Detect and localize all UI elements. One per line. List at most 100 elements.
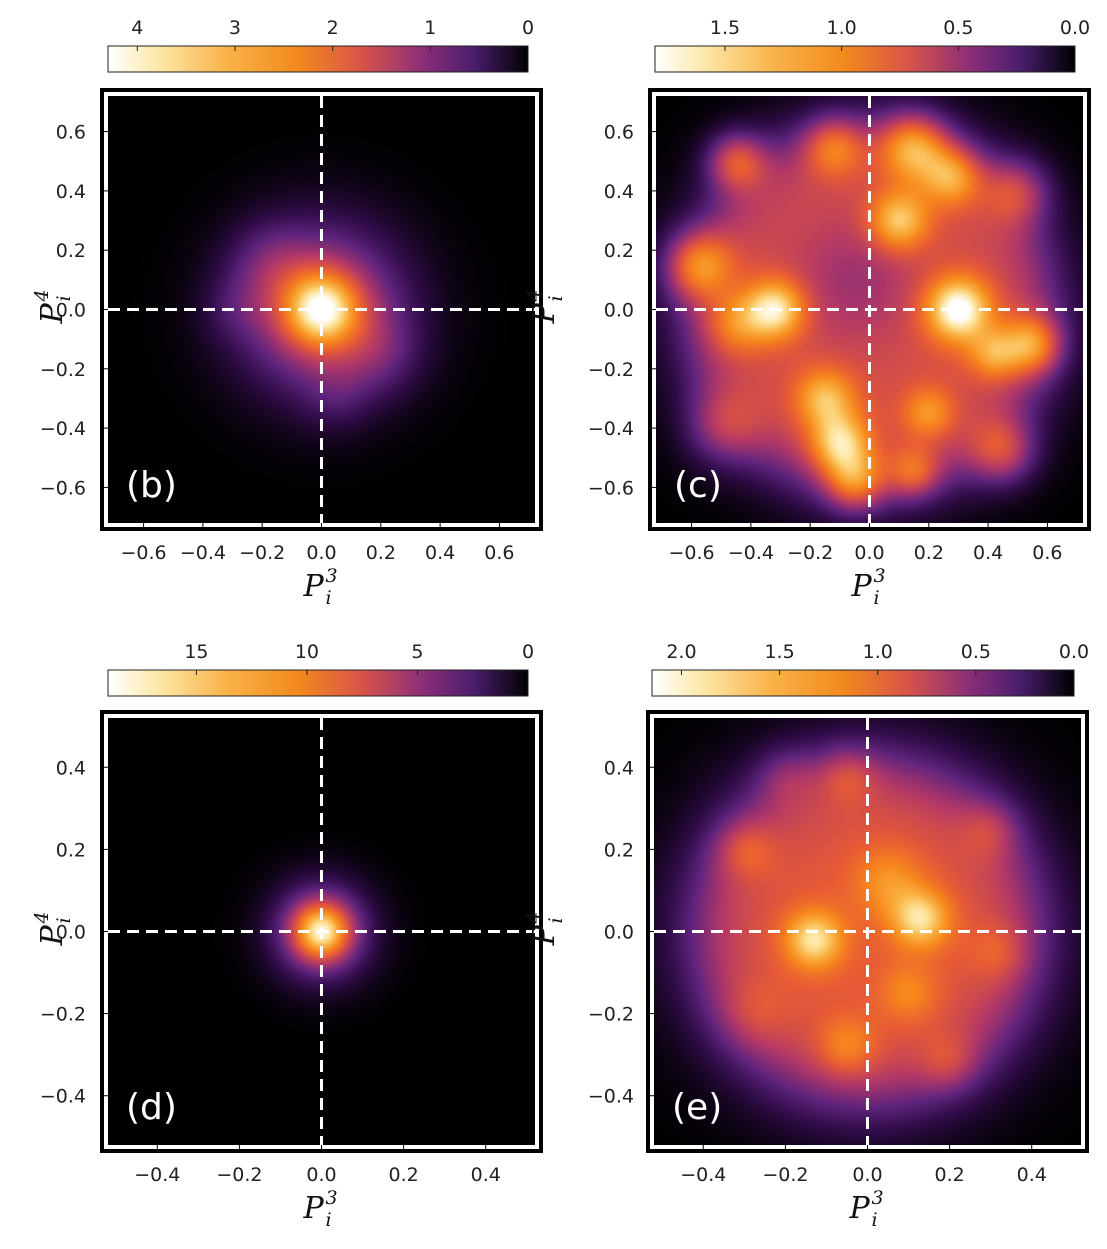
y-tick-label: −0.4	[588, 1086, 634, 1108]
y-tick-label: 0.6	[56, 122, 86, 144]
y-tick-label: 0.6	[604, 122, 634, 144]
y-axis-label-group: P4 i	[31, 289, 75, 324]
x-tick-label: −0.4	[728, 542, 774, 564]
y-axis-label-group: P4 i	[523, 911, 567, 946]
y-tick-label: 0.4	[604, 181, 634, 203]
y-tick-label: 0.4	[56, 181, 86, 203]
x-tick-label: 0.4	[973, 542, 1003, 564]
panel-e: 2.0 1.5 1.0 0.5 0.0 (e) −0.4 −0.2 0.0 0.2 0.4 −0.4 −…	[523, 641, 1089, 1231]
x-axis-label-superscript: 3	[872, 1187, 884, 1209]
x-tick-label: 0.0	[306, 542, 336, 564]
panel-label: (e)	[672, 1087, 722, 1128]
x-axis-label-superscript: 3	[326, 1187, 338, 1209]
colorbar-tick-label: 1.5	[764, 641, 794, 663]
y-tick-label: 0.2	[604, 839, 634, 861]
colorbar-tick-label: 0	[522, 17, 534, 39]
x-tick-label: 0.0	[306, 1164, 336, 1186]
colorbar	[107, 45, 529, 73]
colorbar-tick-label: 1.5	[710, 17, 740, 39]
y-tick-label: −0.2	[40, 1004, 86, 1026]
colorbar-tick-label: 0.5	[961, 641, 991, 663]
x-axis-label-subscript: i	[872, 1209, 878, 1231]
colorbar-tick-label: 5	[411, 641, 423, 663]
y-tick-label: 0.4	[604, 757, 634, 779]
x-tick-label: 0.2	[935, 1164, 965, 1186]
x-tick-label: −0.6	[669, 542, 715, 564]
y-axis-label-superscript: 4	[31, 289, 53, 302]
x-tick-label: −0.2	[216, 1164, 262, 1186]
panel-label: (d)	[126, 1087, 177, 1128]
panel-b: 4 3 2 1 0 (b) −0.6 −0.4 −0.2 0.0 0.2 0.4 0.6 −0.6 −0.4…	[31, 17, 543, 609]
y-axis-label: P	[527, 925, 562, 947]
y-axis-label-superscript: 4	[31, 911, 53, 924]
colorbar-tick-label: 1	[424, 17, 436, 39]
colorbar-tick-label: 1.0	[827, 17, 857, 39]
x-tick-label: −0.4	[134, 1164, 180, 1186]
colorbar-tick-label: 2.0	[666, 641, 696, 663]
x-axis-label-superscript: 3	[326, 565, 338, 587]
x-tick-label: 0.4	[425, 542, 455, 564]
y-axis-label: P	[35, 303, 70, 325]
y-tick-label: −0.2	[588, 359, 634, 381]
x-tick-label: −0.2	[787, 542, 833, 564]
x-axis-label-superscript: 3	[874, 565, 886, 587]
y-axis-label: P	[527, 303, 562, 325]
y-axis-label-group: P4 i	[523, 289, 567, 324]
y-tick-label: −0.2	[588, 1004, 634, 1026]
x-axis-label-subscript: i	[326, 587, 332, 609]
y-axis-label-group: P4 i	[31, 911, 75, 946]
colorbar	[107, 669, 529, 697]
y-axis-label-subscript: i	[53, 295, 75, 301]
colorbar	[651, 669, 1075, 697]
y-axis-label-superscript: 4	[523, 911, 545, 924]
x-axis-label: P	[303, 1191, 325, 1226]
x-axis-label-subscript: i	[326, 1209, 332, 1231]
colorbar-tick-label: 2	[327, 17, 339, 39]
y-axis-label-subscript: i	[545, 295, 567, 301]
y-tick-label: 0.0	[56, 922, 86, 944]
colorbar-tick-label: 15	[184, 641, 208, 663]
y-tick-label: 0.4	[56, 757, 86, 779]
y-axis-label-superscript: 4	[523, 289, 545, 302]
x-tick-label: −0.2	[239, 542, 285, 564]
x-tick-label: −0.4	[180, 542, 226, 564]
colorbar-tick-label: 3	[229, 17, 241, 39]
y-tick-label: 0.0	[604, 300, 634, 322]
x-tick-label: 0.4	[1017, 1164, 1047, 1186]
y-tick-label: 0.2	[56, 839, 86, 861]
colorbar-tick-label: 1.0	[863, 641, 893, 663]
y-tick-label: −0.4	[40, 1086, 86, 1108]
y-tick-label: 0.0	[56, 300, 86, 322]
y-tick-label: 0.0	[604, 922, 634, 944]
colorbar-tick-label: 0	[522, 641, 534, 663]
panel-c: 1.5 1.0 0.5 0.0 (c) −0.6 −0.4 −0.2 0.0 0.2 0.4 0.6 −…	[523, 17, 1091, 609]
y-axis-label-subscript: i	[545, 917, 567, 923]
x-tick-label: 0.6	[1032, 542, 1062, 564]
y-axis-label-subscript: i	[53, 917, 75, 923]
x-tick-label: 0.6	[484, 542, 514, 564]
x-axis-label-subscript: i	[874, 587, 880, 609]
x-tick-label: 0.4	[471, 1164, 501, 1186]
x-axis-label: P	[849, 1191, 871, 1226]
x-tick-label: 0.2	[389, 1164, 419, 1186]
panel-d: 15 10 5 0 (d) −0.4 −0.2 0.0 0.2 0.4 −0.4 −0.2 0.0 0.2…	[31, 641, 543, 1231]
y-tick-label: −0.4	[588, 418, 634, 440]
y-tick-label: −0.6	[40, 477, 86, 499]
x-tick-label: −0.2	[762, 1164, 808, 1186]
x-axis-label: P	[303, 569, 325, 604]
colorbar-tick-label: 0.5	[943, 17, 973, 39]
x-axis-label: P	[851, 569, 873, 604]
y-axis-label: P	[35, 925, 70, 947]
y-tick-label: 0.2	[604, 240, 634, 262]
colorbar	[654, 45, 1076, 73]
panel-label: (b)	[126, 465, 177, 506]
y-tick-label: −0.6	[588, 477, 634, 499]
x-tick-label: 0.0	[854, 542, 884, 564]
x-tick-label: −0.4	[680, 1164, 726, 1186]
y-tick-label: −0.4	[40, 418, 86, 440]
colorbar-tick-label: 0.0	[1059, 641, 1089, 663]
x-tick-label: 0.2	[914, 542, 944, 564]
x-tick-label: 0.2	[366, 542, 396, 564]
colorbar-tick-label: 0.0	[1060, 17, 1090, 39]
